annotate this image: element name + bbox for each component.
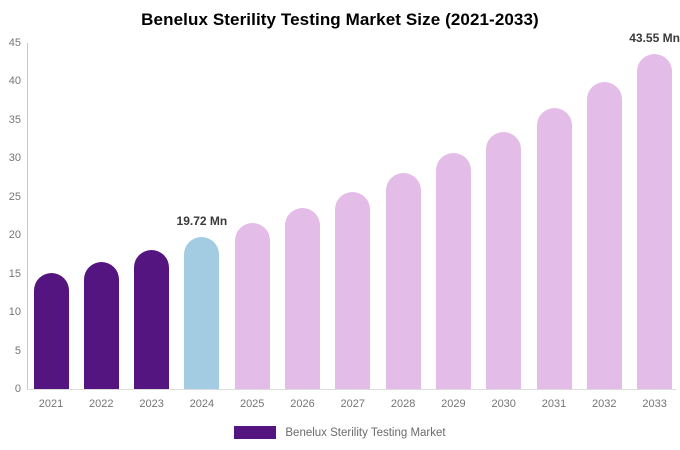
y-axis-tick-label: 25: [8, 190, 21, 203]
bar-2032: [586, 82, 622, 389]
bar-2028: [385, 173, 421, 389]
x-axis-label-2025: 2025: [239, 398, 265, 410]
bar-2033: [637, 54, 673, 389]
bar-2022: [83, 261, 119, 389]
x-axis-label-2032: 2032: [592, 398, 617, 410]
x-axis-label-2027: 2027: [340, 398, 366, 410]
legend-label: Benelux Sterility Testing Market: [285, 426, 446, 439]
bar-2023: [134, 250, 170, 389]
y-axis-tick-label: 0: [14, 383, 21, 395]
bar-2021: [33, 272, 69, 389]
y-axis-tick-label: 15: [8, 267, 21, 280]
x-axis-label-2031: 2031: [541, 398, 567, 410]
legend-swatch-icon: [234, 426, 277, 439]
y-axis-tick-label: 30: [8, 152, 21, 165]
x-axis-label-2023: 2023: [139, 398, 164, 410]
x-axis-label-2033: 2033: [642, 398, 667, 410]
x-axis-label-2030: 2030: [491, 398, 516, 410]
bar-value-label-2024: 19.72 Mn: [176, 214, 228, 229]
bar-2030: [486, 131, 522, 389]
x-axis-label-2026: 2026: [290, 398, 315, 410]
y-axis-tick-label: 40: [8, 75, 21, 88]
bar-2031: [536, 108, 572, 389]
y-axis-line: [27, 43, 28, 390]
x-axis-label-2021: 2021: [38, 398, 64, 410]
bar-2026: [285, 208, 320, 389]
x-axis-label-2024: 2024: [189, 398, 215, 410]
bar-2025: [234, 223, 270, 389]
bar-2024: [184, 237, 220, 389]
x-axis-label-2022: 2022: [89, 398, 114, 410]
y-axis-tick-label: 10: [8, 306, 21, 319]
x-axis-label-2028: 2028: [390, 398, 416, 410]
chart-title: Benelux Sterility Testing Market Size (2…: [141, 10, 539, 29]
x-axis-line: [27, 389, 676, 390]
y-axis-tick-label: 45: [8, 37, 21, 49]
bar-2027: [335, 191, 371, 389]
y-axis-tick-label: 35: [8, 113, 21, 126]
bar-2029: [435, 153, 471, 389]
y-axis-tick-label: 5: [14, 344, 21, 357]
legend: Benelux Sterility Testing Market: [0, 426, 680, 439]
y-axis-tick-label: 20: [8, 229, 21, 242]
x-axis-label-2029: 2029: [441, 398, 466, 410]
bar-value-label-2033: 43.55 Mn: [629, 31, 680, 46]
